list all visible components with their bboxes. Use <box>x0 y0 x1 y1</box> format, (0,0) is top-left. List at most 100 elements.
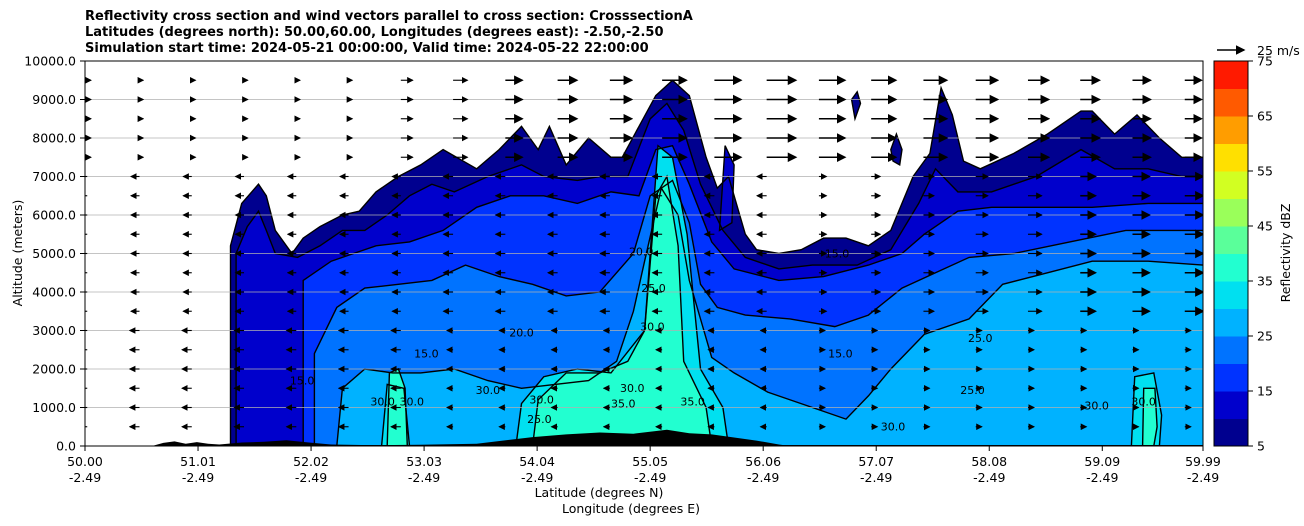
colorbar-segment <box>1214 88 1248 117</box>
contour-label: 15.0 <box>414 347 439 360</box>
colorbar-segment <box>1214 171 1248 199</box>
reflectivity-region <box>336 188 1203 446</box>
x-tick-label: 59.99 <box>1185 454 1221 469</box>
contour-line <box>313 179 1203 446</box>
x-tick-label-longitude: -2.49 <box>747 470 779 485</box>
contour-label: 20.0 <box>509 326 534 339</box>
y-tick-label: 3000.0 <box>32 323 76 338</box>
colorbar-tick-label: 25 <box>1257 329 1273 344</box>
colorbar-segment <box>1214 253 1248 282</box>
contour-line <box>850 90 862 122</box>
colorbar-segment <box>1214 116 1248 144</box>
reflectivity-contours <box>229 79 1203 446</box>
x-tick-label-longitude: -2.49 <box>295 470 327 485</box>
wind-vectors <box>85 75 1203 431</box>
y-tick-label: 10000.0 <box>24 54 76 69</box>
contour-label: 35.0 <box>680 396 705 409</box>
y-axis-label: Altitude (meters) <box>10 200 25 307</box>
x-axis-label: Latitude (degrees N) <box>535 485 664 500</box>
x-tick-label-longitude: -2.49 <box>1187 470 1219 485</box>
terrain-profile <box>152 429 791 446</box>
colorbar-segment <box>1214 281 1248 309</box>
y-tick-label: 0.0 <box>56 439 76 454</box>
x-tick-label-longitude: -2.49 <box>69 470 101 485</box>
x-tick-label: 59.09 <box>1084 454 1120 469</box>
x-tick-label: 53.03 <box>406 454 442 469</box>
contour-label: 35.0 <box>611 398 636 411</box>
colorbar-segment <box>1214 226 1248 254</box>
colorbar-tick-label: 75 <box>1257 54 1273 69</box>
x-tick-label-longitude: -2.49 <box>408 470 440 485</box>
y-tick-label: 4000.0 <box>32 285 76 300</box>
x-tick-label-longitude: -2.49 <box>860 470 892 485</box>
x-tick-label: 50.00 <box>67 454 103 469</box>
contour-label: 25.0 <box>527 413 552 426</box>
colorbar-segment <box>1214 61 1248 89</box>
quiver-key: 25 m/s <box>1217 43 1300 58</box>
reflectivity-region <box>719 145 735 231</box>
contour-line <box>235 102 1203 446</box>
contour-label: 30.0 <box>400 396 425 409</box>
colorbar-segment <box>1214 308 1248 337</box>
contour-label: 15.0 <box>290 374 315 387</box>
colorbar-tick-label: 65 <box>1257 109 1273 124</box>
contour-line <box>718 145 735 232</box>
colorbar-tick-label: 45 <box>1257 219 1273 234</box>
contour-label: 15.0 <box>828 347 853 360</box>
y-tick-label: 5000.0 <box>32 246 76 261</box>
x-tick-label: 55.05 <box>632 454 668 469</box>
x-tick-label: 58.08 <box>971 454 1007 469</box>
contour-label: 30.0 <box>1084 399 1109 412</box>
colorbar-segment <box>1214 336 1248 364</box>
x-axis: 50.00-2.4951.01-2.4952.02-2.4953.03-2.49… <box>67 446 1221 485</box>
colorbar: 5 15 25 35 45 55 65 75 <box>1213 54 1273 454</box>
contour-label: 15.0 <box>825 247 850 260</box>
y-tick-label: 8000.0 <box>32 131 76 146</box>
x-tick-label-longitude: -2.49 <box>182 470 214 485</box>
y-tick-label: 1000.0 <box>32 400 76 415</box>
x-axis-label-2: Longitude (degrees E) <box>562 501 700 516</box>
contour-line <box>380 383 411 446</box>
contour-line <box>229 79 1203 446</box>
contour-label: 30.0 <box>640 321 665 334</box>
terrain <box>152 429 791 446</box>
contour-label: 30.0 <box>370 396 395 409</box>
contour-label: 30.0 <box>529 394 554 407</box>
contour-label: 25.0 <box>641 282 666 295</box>
x-tick-label: 51.01 <box>180 454 216 469</box>
colorbar-tick-label: 15 <box>1257 384 1273 399</box>
reflectivity-region <box>1142 388 1158 446</box>
contour-label: 30.0 <box>476 384 501 397</box>
y-tick-label: 9000.0 <box>32 92 76 107</box>
y-tick-label: 2000.0 <box>32 362 76 377</box>
colorbar-frame <box>1213 60 1249 447</box>
contour-line <box>386 368 409 446</box>
colorbar-tick-label: 55 <box>1257 164 1273 179</box>
colorbar-segment <box>1214 391 1248 419</box>
colorbar-segment <box>1214 418 1248 447</box>
x-tick-label-longitude: -2.49 <box>1086 470 1118 485</box>
x-tick-label-longitude: -2.49 <box>634 470 666 485</box>
chart-title-line-1: Reflectivity cross section and wind vect… <box>85 9 693 24</box>
colorbar-segment <box>1214 198 1248 227</box>
contour-label: 30.0 <box>1131 396 1156 409</box>
contour-line <box>302 144 1203 446</box>
quiver-key-label: 25 m/s <box>1257 43 1300 58</box>
contour-label: 30.0 <box>881 421 906 434</box>
contour-label: 25.0 <box>960 384 985 397</box>
colorbar-segment <box>1214 143 1248 172</box>
y-tick-label: 7000.0 <box>32 169 76 184</box>
contour-label: 20.0 <box>629 245 654 258</box>
contour-label: 30.0 <box>620 382 645 395</box>
colorbar-segment <box>1214 363 1248 392</box>
x-tick-label-longitude: -2.49 <box>521 470 553 485</box>
chart-title-line-2: Latitudes (degrees north): 50.00,60.00, … <box>85 25 664 40</box>
x-tick-label: 52.02 <box>293 454 329 469</box>
contour-labels: 15.0 20.0 25.0 20.0 30.0 35.0 30.0 15.0 25.0 30.0… <box>290 245 1156 433</box>
reflectivity-region <box>532 176 712 446</box>
y-tick-label: 6000.0 <box>32 208 76 223</box>
x-tick-label: 56.06 <box>745 454 781 469</box>
x-tick-label-longitude: -2.49 <box>973 470 1005 485</box>
y-axis: 0.0 1000.0 2000.0 3000.0 4000.0 5000.0 6000.0 7… <box>24 54 85 454</box>
x-tick-label: 54.04 <box>519 454 555 469</box>
